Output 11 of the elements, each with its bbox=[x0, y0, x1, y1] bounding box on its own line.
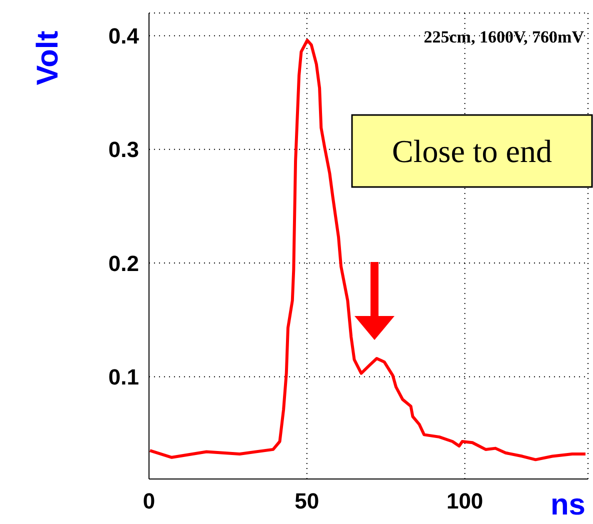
y-tick-label: 0.1 bbox=[108, 364, 139, 390]
x-tick-label: 100 bbox=[446, 488, 484, 514]
x-tick-label: 50 bbox=[294, 488, 320, 514]
y-axis-title: Volt bbox=[32, 30, 64, 86]
y-tick-label: 0.2 bbox=[108, 250, 139, 276]
annotation: 225cm, 1600V, 760mV bbox=[424, 28, 585, 46]
y-tick-label: 0.4 bbox=[108, 24, 140, 49]
x-tick-label: 0 bbox=[142, 488, 156, 514]
annotation: Close to end bbox=[392, 133, 552, 169]
x-axis-title: ns bbox=[550, 488, 586, 522]
y-tick-label: 0.3 bbox=[108, 137, 139, 162]
